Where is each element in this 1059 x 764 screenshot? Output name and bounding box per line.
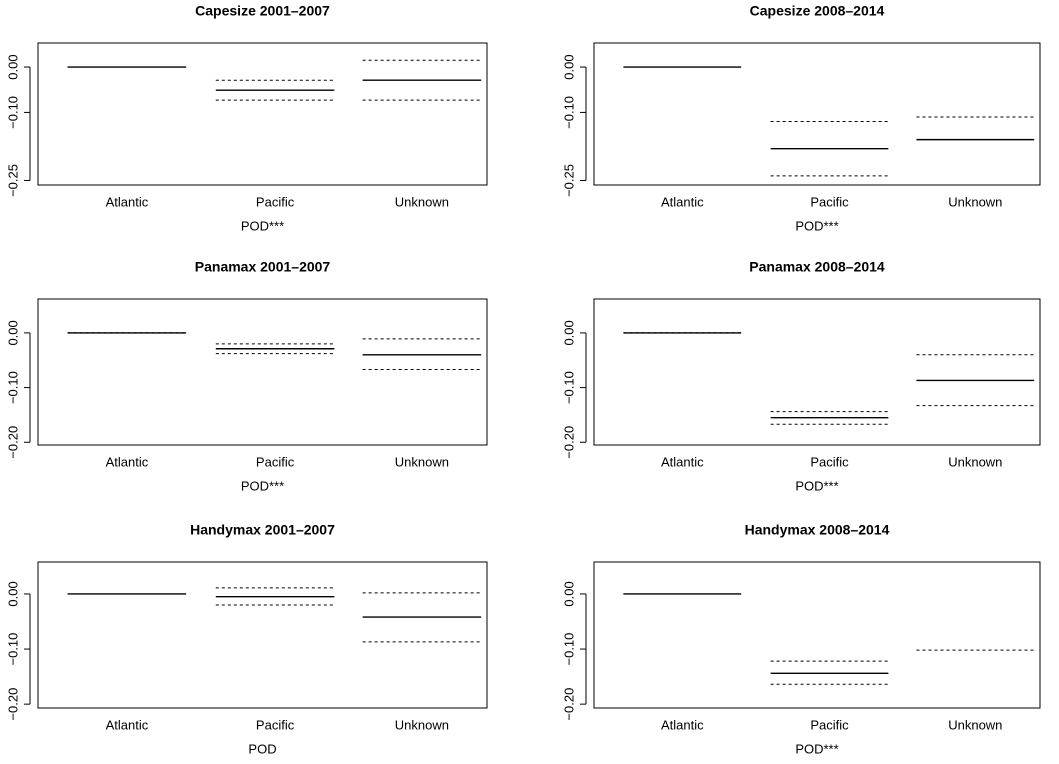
y-tick-label: −0.25	[5, 164, 20, 197]
x-tick-label: Atlantic	[106, 454, 149, 469]
x-tick-label: Pacific	[810, 717, 849, 732]
plot-box	[593, 298, 1041, 446]
y-tick-label: −0.25	[561, 164, 576, 197]
y-tick-label: −0.20	[561, 688, 576, 721]
x-tick-label: Pacific	[810, 454, 849, 469]
y-tick-label: 0.00	[5, 581, 20, 606]
y-tick-label: −0.10	[561, 371, 576, 404]
x-axis-label: POD***	[795, 218, 838, 233]
x-axis-label: POD***	[795, 741, 838, 756]
x-tick-label: Pacific	[256, 717, 295, 732]
x-tick-label: Pacific	[256, 454, 295, 469]
x-tick-label: Atlantic	[661, 454, 704, 469]
x-axis-label: POD***	[241, 218, 284, 233]
panel-title: Panamax 2008–2014	[749, 259, 885, 275]
x-tick-label: Unknown	[395, 194, 449, 209]
y-tick-label: −0.20	[5, 426, 20, 459]
x-axis-label: POD***	[795, 478, 838, 493]
y-tick-label: 0.00	[561, 54, 576, 79]
plot-box	[37, 42, 488, 186]
panel-title: Capesize 2008–2014	[750, 3, 885, 19]
y-tick-label: −0.20	[561, 426, 576, 459]
x-tick-label: Unknown	[948, 717, 1002, 732]
x-tick-label: Unknown	[948, 454, 1002, 469]
x-axis-label: POD	[248, 741, 276, 756]
x-tick-label: Unknown	[395, 717, 449, 732]
y-tick-label: −0.20	[5, 688, 20, 721]
panel-title: Panamax 2001–2007	[195, 259, 331, 275]
y-tick-label: 0.00	[561, 320, 576, 345]
x-tick-label: Atlantic	[106, 717, 149, 732]
plot-box	[37, 561, 488, 709]
y-tick-label: 0.00	[5, 54, 20, 79]
y-tick-label: 0.00	[561, 581, 576, 606]
x-tick-label: Unknown	[948, 194, 1002, 209]
x-tick-label: Pacific	[256, 194, 295, 209]
y-tick-label: −0.10	[561, 633, 576, 666]
plot-box	[593, 42, 1041, 186]
panel-title: Capesize 2001–2007	[195, 3, 330, 19]
panel-title: Handymax 2001–2007	[190, 522, 335, 538]
plot-box	[593, 561, 1041, 709]
y-tick-label: −0.10	[5, 371, 20, 404]
x-tick-label: Atlantic	[661, 194, 704, 209]
y-tick-label: −0.10	[5, 633, 20, 666]
x-tick-label: Atlantic	[661, 717, 704, 732]
plot-box	[37, 298, 488, 446]
panel-title: Handymax 2008–2014	[745, 522, 890, 538]
y-tick-label: 0.00	[5, 320, 20, 345]
x-axis-label: POD***	[241, 478, 284, 493]
x-tick-label: Atlantic	[106, 194, 149, 209]
x-tick-label: Pacific	[810, 194, 849, 209]
y-tick-label: −0.10	[561, 96, 576, 129]
y-tick-label: −0.10	[5, 96, 20, 129]
x-tick-label: Unknown	[395, 454, 449, 469]
